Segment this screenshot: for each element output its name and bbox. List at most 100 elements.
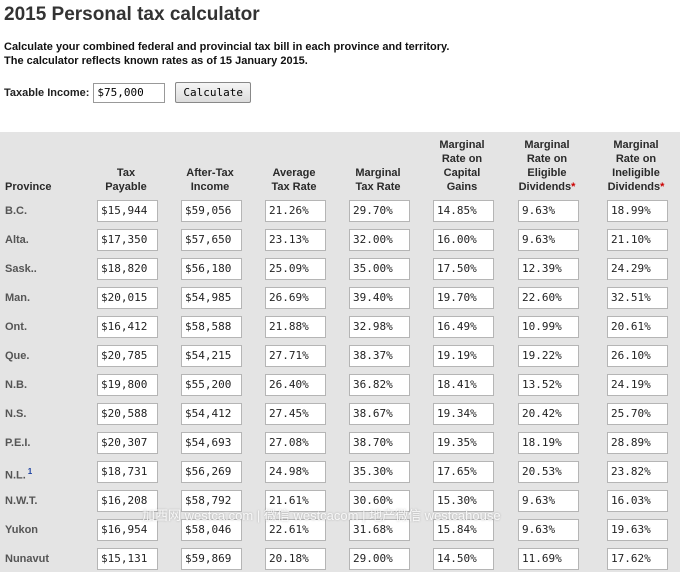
province-label: P.E.I. (5, 437, 31, 449)
result-field-after[interactable]: $54,412 (181, 403, 242, 425)
result-field-after[interactable]: $55,200 (181, 374, 242, 396)
result-field-tax[interactable]: $16,208 (97, 490, 158, 512)
result-field-inelig[interactable]: 32.51% (607, 287, 668, 309)
result-field-marg[interactable]: 38.67% (349, 403, 410, 425)
header-marginal-rate: Marginal Tax Rate (355, 167, 401, 193)
result-field-inelig[interactable]: 24.19% (607, 374, 668, 396)
taxable-income-input[interactable] (93, 82, 166, 103)
result-field-marg[interactable]: 29.00% (349, 548, 410, 570)
result-field-marg[interactable]: 35.30% (349, 461, 410, 483)
result-field-avg[interactable]: 26.69% (265, 287, 326, 309)
result-field-elig[interactable]: 20.53% (518, 461, 579, 483)
result-field-tax[interactable]: $20,015 (97, 287, 158, 309)
result-field-cap[interactable]: 15.30% (433, 490, 494, 512)
result-field-after[interactable]: $54,985 (181, 287, 242, 309)
result-field-inelig[interactable]: 28.89% (607, 432, 668, 454)
result-field-marg[interactable]: 30.60% (349, 490, 410, 512)
result-field-cap[interactable]: 19.19% (433, 345, 494, 367)
result-field-inelig[interactable]: 21.10% (607, 229, 668, 251)
result-field-marg[interactable]: 38.70% (349, 432, 410, 454)
result-field-elig[interactable]: 19.22% (518, 345, 579, 367)
result-field-inelig[interactable]: 18.99% (607, 200, 668, 222)
result-field-avg[interactable]: 20.18% (265, 548, 326, 570)
result-field-cap[interactable]: 19.34% (433, 403, 494, 425)
result-field-marg[interactable]: 39.40% (349, 287, 410, 309)
result-field-avg[interactable]: 26.40% (265, 374, 326, 396)
result-field-tax[interactable]: $18,820 (97, 258, 158, 280)
result-field-elig[interactable]: 9.63% (518, 229, 579, 251)
calculate-button[interactable]: Calculate (175, 82, 251, 103)
result-field-after[interactable]: $56,269 (181, 461, 242, 483)
result-field-elig[interactable]: 9.63% (518, 200, 579, 222)
result-field-avg[interactable]: 24.98% (265, 461, 326, 483)
result-field-cap[interactable]: 17.50% (433, 258, 494, 280)
footnote-link[interactable]: 1 (27, 467, 33, 476)
result-field-marg[interactable]: 36.82% (349, 374, 410, 396)
result-field-avg[interactable]: 25.09% (265, 258, 326, 280)
result-field-inelig[interactable]: 24.29% (607, 258, 668, 280)
result-field-elig[interactable]: 12.39% (518, 258, 579, 280)
result-field-marg[interactable]: 31.68% (349, 519, 410, 541)
table-row: Man. $20,015 $54,985 26.69% 39.40% 19.70% 22.6… (0, 287, 680, 316)
result-field-inelig[interactable]: 19.63% (607, 519, 668, 541)
result-field-inelig[interactable]: 17.62% (607, 548, 668, 570)
result-field-after[interactable]: $58,046 (181, 519, 242, 541)
result-field-elig[interactable]: 9.63% (518, 519, 579, 541)
result-field-marg[interactable]: 29.70% (349, 200, 410, 222)
result-field-tax[interactable]: $16,412 (97, 316, 158, 338)
result-field-avg[interactable]: 22.61% (265, 519, 326, 541)
result-field-elig[interactable]: 18.19% (518, 432, 579, 454)
result-field-cap[interactable]: 19.35% (433, 432, 494, 454)
result-field-cap[interactable]: 14.50% (433, 548, 494, 570)
result-field-marg[interactable]: 32.00% (349, 229, 410, 251)
result-field-avg[interactable]: 27.08% (265, 432, 326, 454)
result-field-tax[interactable]: $18,731 (97, 461, 158, 483)
table-row: Yukon $16,954 $58,046 22.61% 31.68% 15.84% 9.6… (0, 519, 680, 548)
result-field-elig[interactable]: 10.99% (518, 316, 579, 338)
result-field-tax[interactable]: $15,944 (97, 200, 158, 222)
result-field-after[interactable]: $59,056 (181, 200, 242, 222)
result-field-cap[interactable]: 16.00% (433, 229, 494, 251)
result-field-inelig[interactable]: 16.03% (607, 490, 668, 512)
result-field-avg[interactable]: 21.26% (265, 200, 326, 222)
result-field-after[interactable]: $58,792 (181, 490, 242, 512)
result-field-tax[interactable]: $19,800 (97, 374, 158, 396)
result-field-inelig[interactable]: 23.82% (607, 461, 668, 483)
result-field-tax[interactable]: $20,785 (97, 345, 158, 367)
result-field-elig[interactable]: 11.69% (518, 548, 579, 570)
result-field-inelig[interactable]: 26.10% (607, 345, 668, 367)
result-field-after[interactable]: $58,588 (181, 316, 242, 338)
result-field-inelig[interactable]: 20.61% (607, 316, 668, 338)
result-field-elig[interactable]: 9.63% (518, 490, 579, 512)
result-field-after[interactable]: $59,869 (181, 548, 242, 570)
result-field-marg[interactable]: 38.37% (349, 345, 410, 367)
result-field-avg[interactable]: 21.61% (265, 490, 326, 512)
result-field-cap[interactable]: 16.49% (433, 316, 494, 338)
result-field-tax[interactable]: $15,131 (97, 548, 158, 570)
result-field-tax[interactable]: $20,588 (97, 403, 158, 425)
result-field-elig[interactable]: 22.60% (518, 287, 579, 309)
result-field-marg[interactable]: 32.98% (349, 316, 410, 338)
result-field-avg[interactable]: 27.45% (265, 403, 326, 425)
result-field-tax[interactable]: $16,954 (97, 519, 158, 541)
result-field-elig[interactable]: 13.52% (518, 374, 579, 396)
province-label: N.W.T. (5, 495, 38, 507)
result-field-cap[interactable]: 15.84% (433, 519, 494, 541)
result-field-after[interactable]: $56,180 (181, 258, 242, 280)
result-field-marg[interactable]: 35.00% (349, 258, 410, 280)
footnote-asterisk: * (660, 181, 665, 193)
result-field-tax[interactable]: $20,307 (97, 432, 158, 454)
result-field-after[interactable]: $57,650 (181, 229, 242, 251)
result-field-after[interactable]: $54,215 (181, 345, 242, 367)
result-field-cap[interactable]: 17.65% (433, 461, 494, 483)
result-field-elig[interactable]: 20.42% (518, 403, 579, 425)
result-field-cap[interactable]: 18.41% (433, 374, 494, 396)
result-field-avg[interactable]: 21.88% (265, 316, 326, 338)
result-field-cap[interactable]: 14.85% (433, 200, 494, 222)
result-field-after[interactable]: $54,693 (181, 432, 242, 454)
result-field-avg[interactable]: 27.71% (265, 345, 326, 367)
result-field-avg[interactable]: 23.13% (265, 229, 326, 251)
result-field-cap[interactable]: 19.70% (433, 287, 494, 309)
result-field-tax[interactable]: $17,350 (97, 229, 158, 251)
result-field-inelig[interactable]: 25.70% (607, 403, 668, 425)
